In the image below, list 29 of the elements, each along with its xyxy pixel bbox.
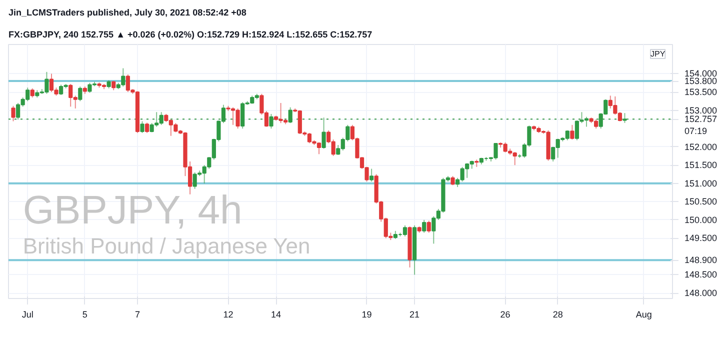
ref-line-label: 153.800 xyxy=(684,76,718,86)
annotation: British Pound / Japanese Yen xyxy=(22,233,310,258)
y-tick-label: 149.500 xyxy=(684,233,718,244)
x-tick-label: 21 xyxy=(410,310,420,320)
y-tick-label: 154.000 xyxy=(684,68,718,79)
chart-subtitle: FX:GBPJPY, 240 152.755 ▲ +0.026 (+0.02%) O:152.729 H:152.924 L:152.655 C:152.757 xyxy=(8,30,372,40)
y-tick-label: 148.500 xyxy=(684,270,718,280)
ref-line-label: 148.900 xyxy=(684,255,718,266)
y-tick-label: 153.000 xyxy=(684,105,718,116)
x-tick-label: 12 xyxy=(223,310,234,320)
y-tick-label: 153.500 xyxy=(684,87,718,98)
y-tick-label: 151.500 xyxy=(684,160,718,170)
annotation: JPY xyxy=(650,50,666,58)
x-tick-label: Aug xyxy=(636,310,652,320)
annotation: GBPJPY, 4h xyxy=(22,188,242,233)
x-tick-label: 28 xyxy=(552,310,563,320)
y-tick-label: 150.000 xyxy=(684,214,718,225)
chart-title: Jin_LCMSTraders published, July 30, 2021 08:52:42 +08 xyxy=(8,8,246,18)
y-tick-label: 150.500 xyxy=(684,196,718,207)
ref-line-label: 152.757 07:19 xyxy=(684,114,718,136)
x-tick-label: 26 xyxy=(500,310,510,320)
y-tick-label: 152.000 xyxy=(684,142,718,152)
x-tick-label: 14 xyxy=(271,310,282,320)
x-tick-label: 19 xyxy=(362,310,372,320)
x-tick-label: Jul xyxy=(22,310,34,320)
ref-line-label: 151.000 xyxy=(684,178,718,188)
y-tick-label: 148.000 xyxy=(684,288,718,298)
x-tick-label: 5 xyxy=(82,310,88,320)
x-tick-label: 7 xyxy=(134,310,140,320)
